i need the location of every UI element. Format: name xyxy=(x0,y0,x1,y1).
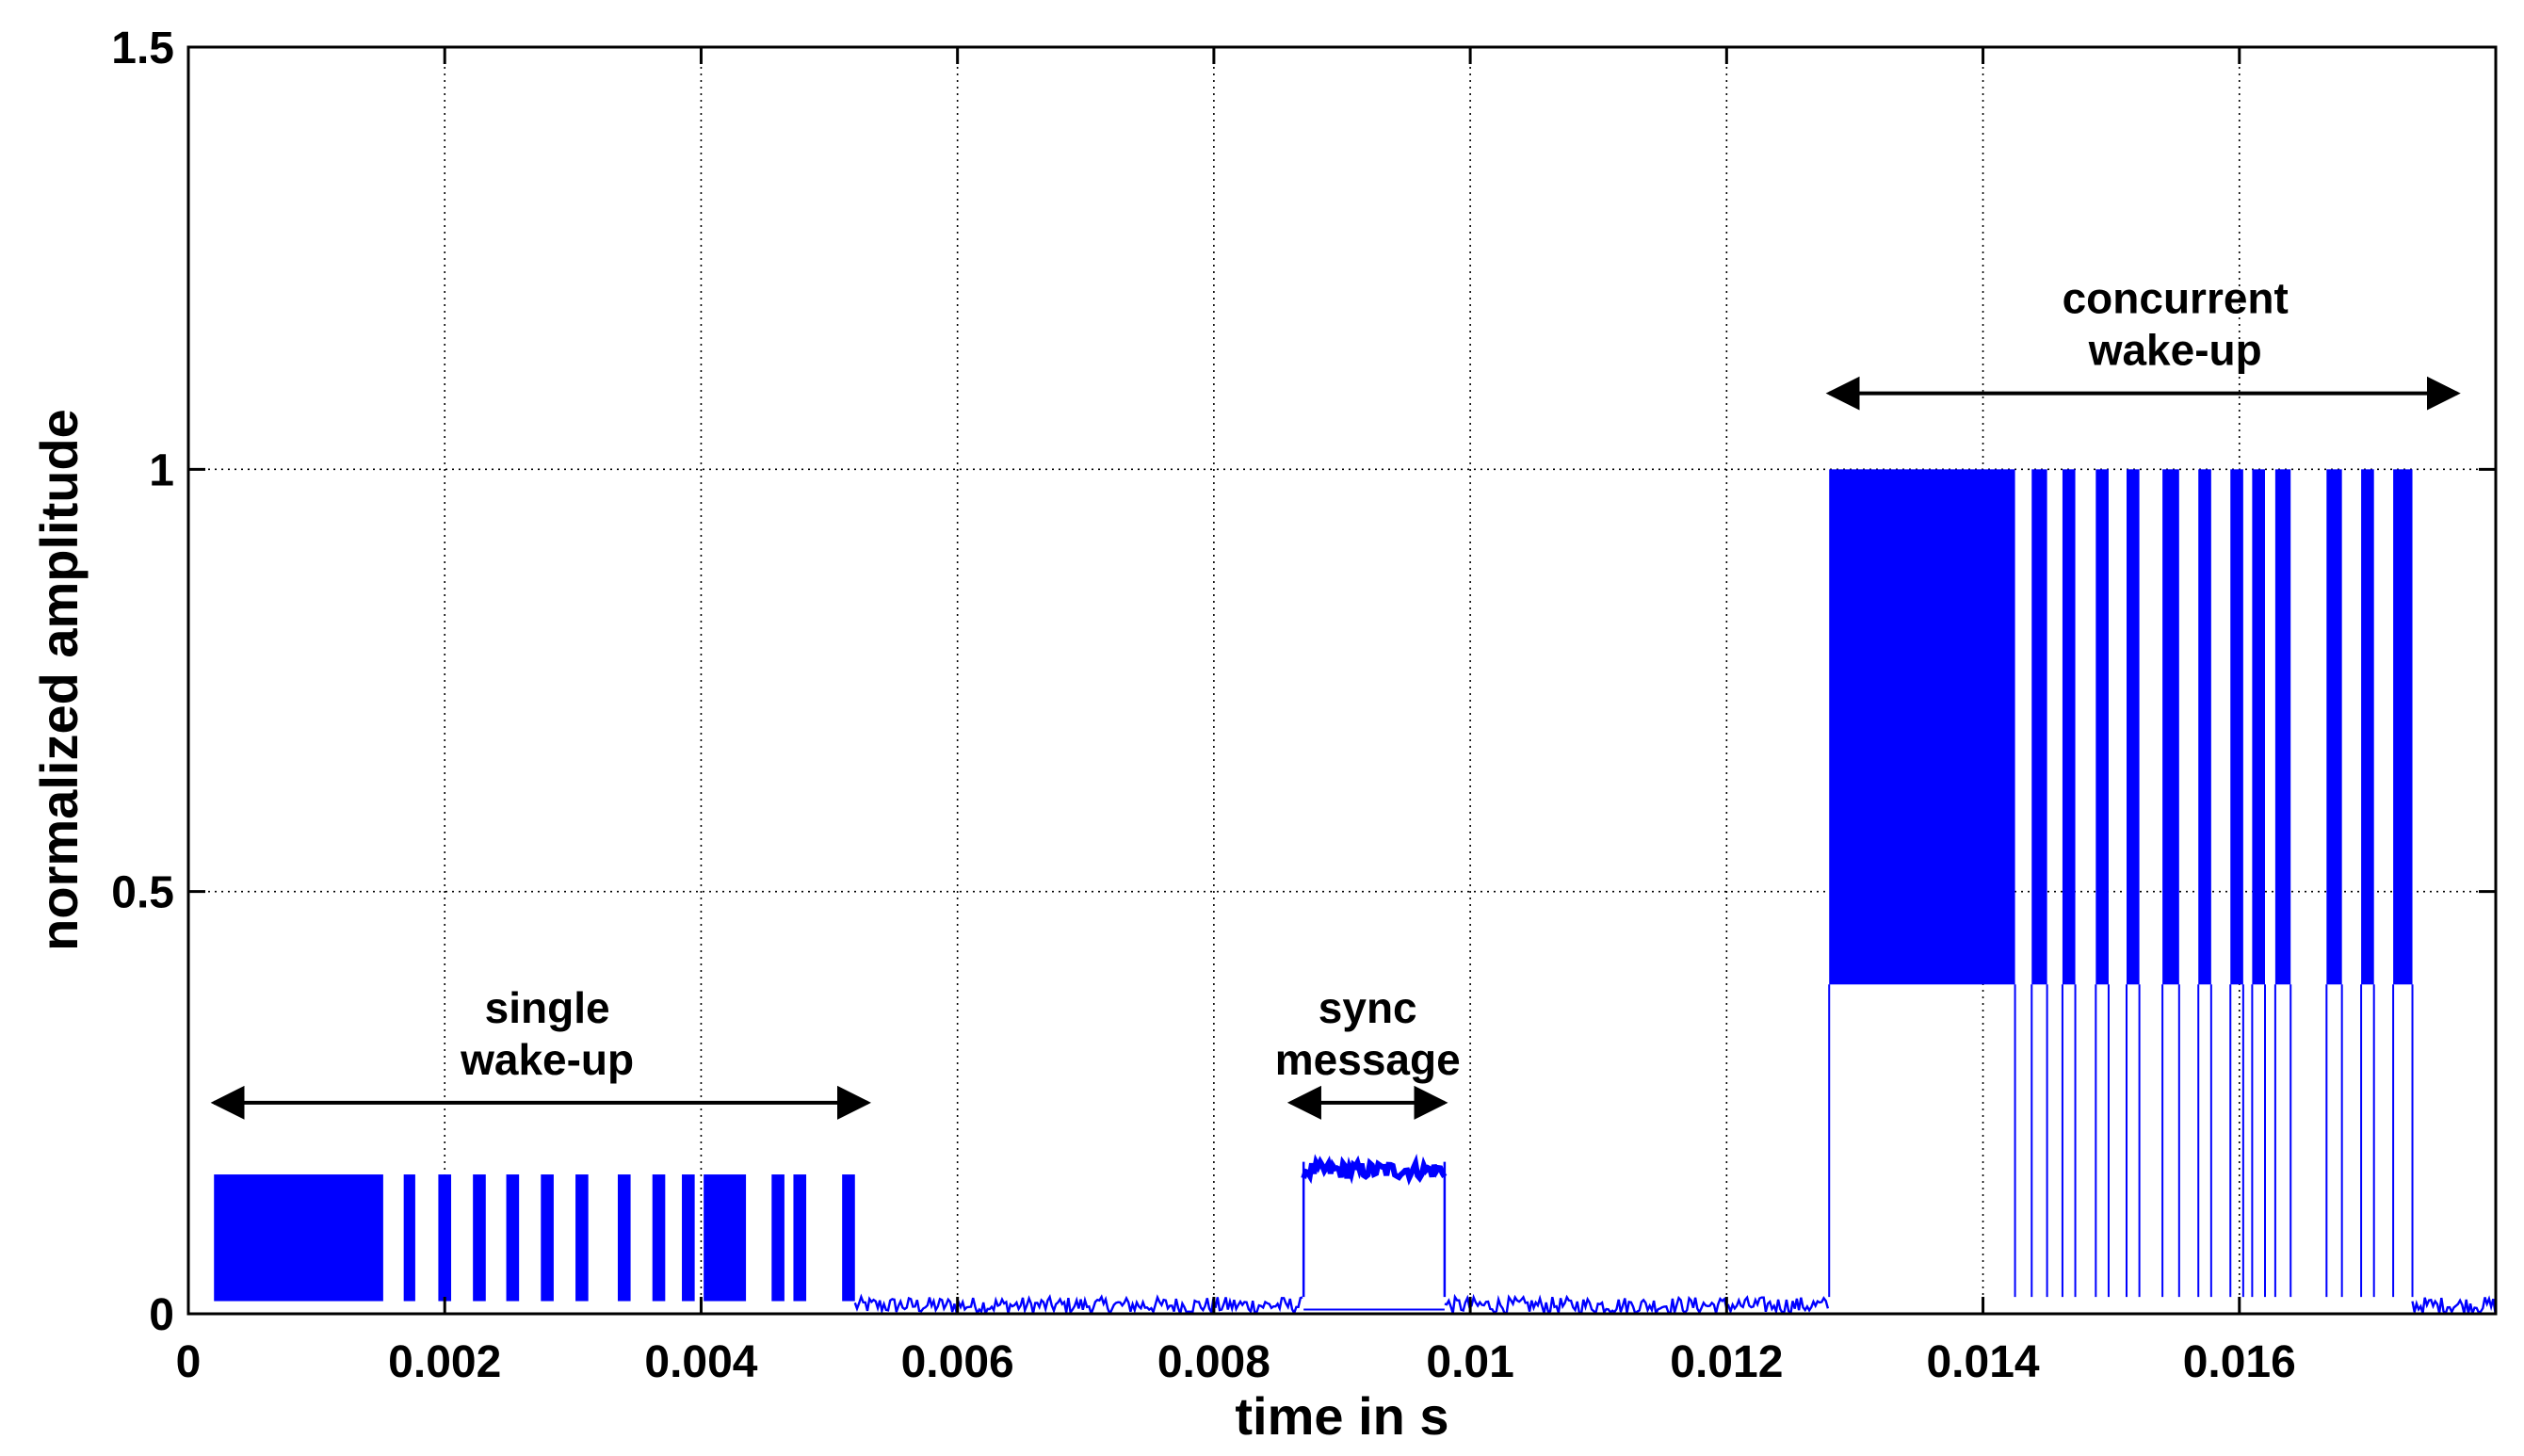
x-tick-label-2: 0.004 xyxy=(644,1337,757,1387)
signal-burst-9 xyxy=(682,1174,695,1302)
plot-area xyxy=(188,47,2496,1314)
x-tick-label-7: 0.014 xyxy=(1926,1337,2039,1387)
x-tick-label-0: 0 xyxy=(176,1337,202,1387)
single-wake-up-label-1: wake-up xyxy=(460,1035,634,1084)
sync-pulse xyxy=(1301,1153,1448,1186)
signal-burst-4 xyxy=(506,1174,520,1302)
signal-burst-29 xyxy=(2393,469,2413,985)
signal-series xyxy=(214,469,2496,1314)
sync-message-label-1: message xyxy=(1275,1035,1461,1084)
signal-burst-20 xyxy=(2095,469,2109,985)
x-tick-label-6: 0.012 xyxy=(1670,1337,1783,1387)
y-tick-label-2: 1 xyxy=(149,445,174,495)
signal-burst-21 xyxy=(2127,469,2140,985)
axis-ticks: 0 0.002 0.004 0.006 0.008 0.01 0.012 0.014 0.016… xyxy=(111,24,2496,1387)
signal-burst-10 xyxy=(704,1174,747,1302)
concurrent-wake-up-label-1: wake-up xyxy=(2088,326,2262,375)
signal-burst-8 xyxy=(652,1174,666,1302)
signal-burst-3 xyxy=(473,1174,486,1302)
signal-burst-5 xyxy=(541,1174,554,1302)
signal-burst-27 xyxy=(2326,469,2342,985)
signal-burst-2 xyxy=(438,1174,452,1302)
x-tick-label-1: 0.002 xyxy=(388,1337,501,1387)
y-axis-label: normalized amplitude xyxy=(29,409,89,951)
plot-frame xyxy=(186,45,2498,1316)
sync-message-label-0: sync xyxy=(1319,983,1417,1032)
single-wake-up-label-0: single xyxy=(485,983,610,1032)
x-tick-label-8: 0.016 xyxy=(2183,1337,2296,1387)
signal-burst-6 xyxy=(575,1174,589,1302)
noise-floor-14 xyxy=(853,1293,1303,1314)
signal-burst-19 xyxy=(2062,469,2076,985)
signal-burst-26 xyxy=(2274,469,2291,985)
signal-burst-25 xyxy=(2252,469,2265,985)
signal-burst-11 xyxy=(771,1174,785,1302)
y-tick-label-0: 0 xyxy=(149,1290,174,1340)
signal-burst-0 xyxy=(214,1174,383,1302)
signal-burst-28 xyxy=(2361,469,2374,985)
signal-burst-1 xyxy=(403,1174,415,1302)
signal-burst-18 xyxy=(2031,469,2047,985)
concurrent-wake-up-label-0: concurrent xyxy=(2063,274,2289,323)
y-tick-label-3: 1.5 xyxy=(111,24,174,73)
signal-burst-13 xyxy=(842,1174,855,1302)
signal-burst-23 xyxy=(2198,469,2211,985)
signal-burst-17 xyxy=(1829,469,2015,985)
x-tick-label-4: 0.008 xyxy=(1157,1337,1270,1387)
y-tick-label-1: 0.5 xyxy=(111,868,174,918)
signal-burst-12 xyxy=(793,1174,807,1302)
x-tick-label-5: 0.01 xyxy=(1426,1337,1513,1387)
signal-burst-22 xyxy=(2162,469,2179,985)
signal-burst-7 xyxy=(617,1174,631,1302)
noise-floor-30 xyxy=(2411,1295,2496,1314)
x-axis-label: time in s xyxy=(1235,1386,1448,1446)
x-tick-label-3: 0.006 xyxy=(901,1337,1014,1387)
signal-burst-24 xyxy=(2230,469,2243,985)
annotations: singlewake-upsyncmessageconcurrentwake-u… xyxy=(210,274,2461,1120)
grid-lines xyxy=(188,47,2496,1314)
